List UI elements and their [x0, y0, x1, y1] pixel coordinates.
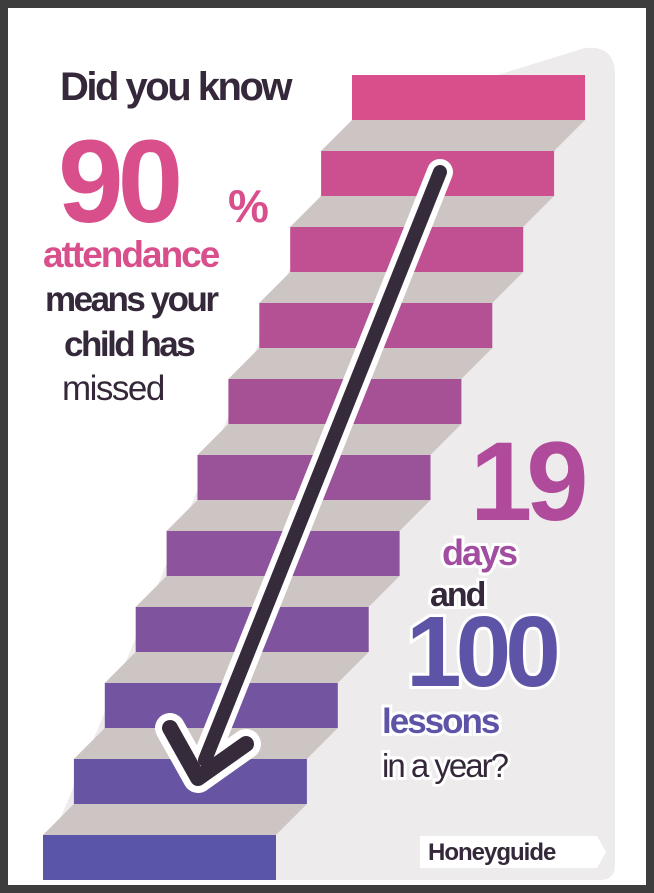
- percent-number: 90: [58, 116, 179, 248]
- poster: Did you know 90 % attendance means your …: [0, 0, 654, 893]
- in-a-year: in a year?: [382, 747, 509, 784]
- step-riser: [43, 804, 307, 835]
- page: Did you know 90 % attendance means your …: [0, 0, 654, 893]
- lessons: lessons: [382, 702, 500, 741]
- text-line: child has: [64, 325, 195, 364]
- step: [43, 835, 276, 880]
- step: [352, 75, 585, 120]
- lessons-number: 100: [406, 596, 557, 708]
- days-number: 19: [470, 419, 585, 544]
- text-line: means your: [45, 280, 219, 319]
- intro: Did you know: [60, 65, 293, 109]
- step-riser: [321, 120, 585, 151]
- brand: Honeyguide: [428, 839, 556, 866]
- attendance: attendance: [43, 234, 220, 275]
- percent-sign: %: [228, 180, 269, 232]
- days: days: [442, 532, 517, 573]
- text-line: missed: [62, 369, 164, 408]
